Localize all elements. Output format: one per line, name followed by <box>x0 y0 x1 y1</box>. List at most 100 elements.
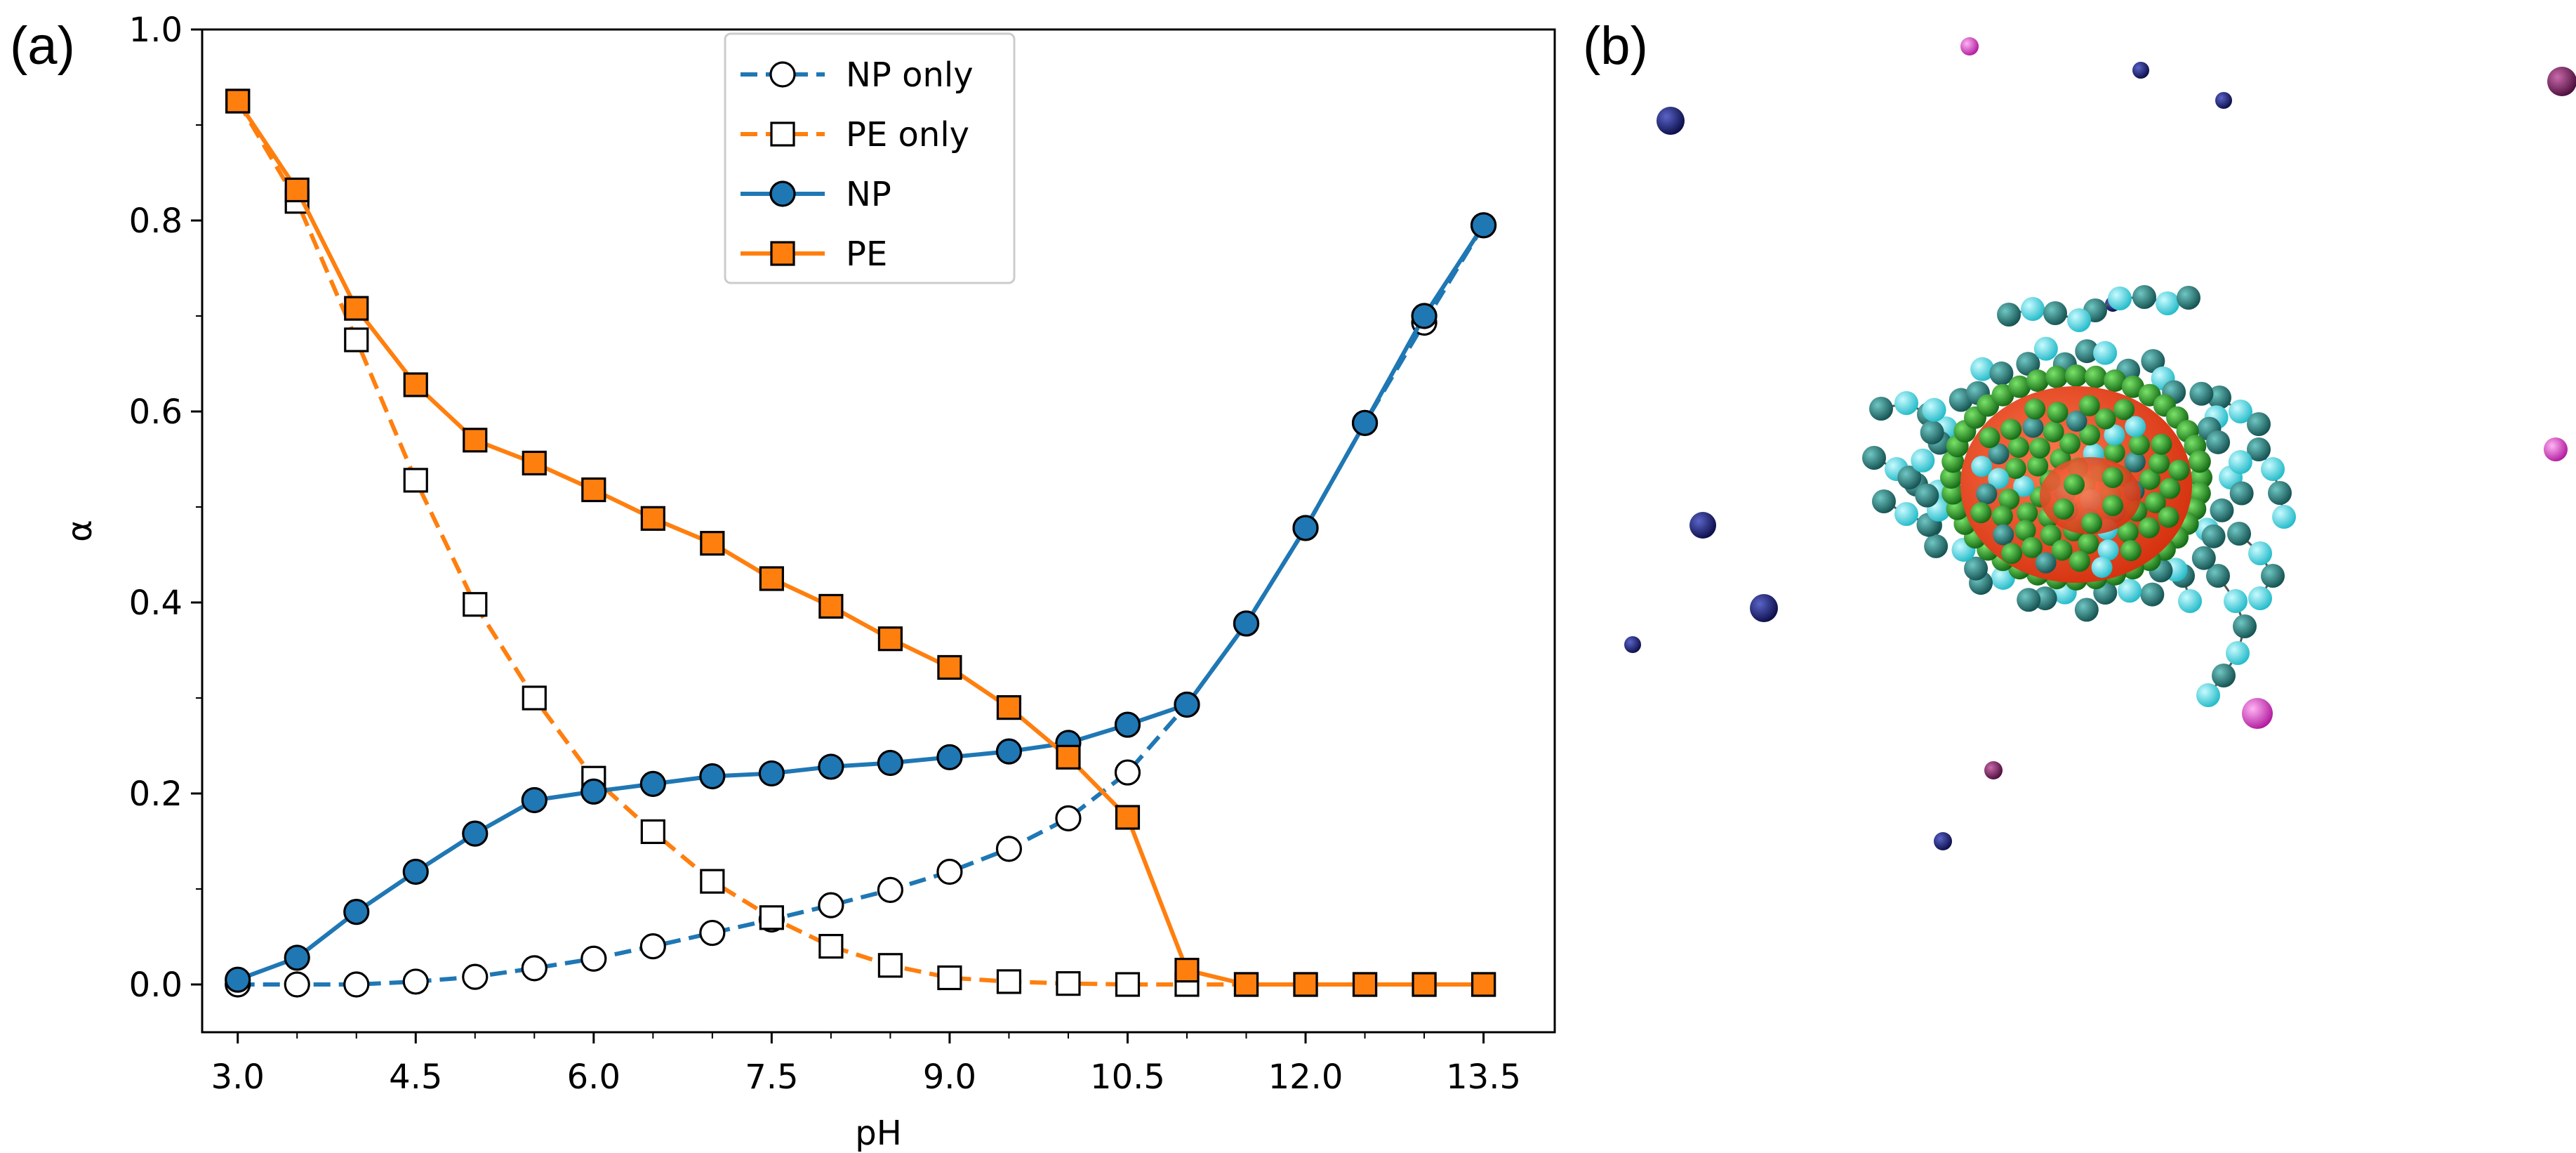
data-point-pe <box>403 372 428 397</box>
shell-bead <box>2228 450 2252 475</box>
data-point-pe-only <box>818 933 844 959</box>
data-point-np-only <box>877 876 904 903</box>
counterion <box>2242 698 2273 729</box>
series-line-np <box>237 224 1486 982</box>
chain-bead <box>2156 291 2179 315</box>
series-np <box>225 212 1497 993</box>
plot-frame <box>201 28 1556 1034</box>
chain-bead <box>2177 286 2200 310</box>
data-point-pe <box>640 506 665 531</box>
surface-bead <box>2024 398 2046 420</box>
shell-bead <box>2075 339 2099 364</box>
data-point-np-only <box>1114 759 1141 786</box>
data-point-np <box>995 738 1023 765</box>
shell-bead <box>1924 534 1948 558</box>
surface-bead <box>2021 536 2043 558</box>
surface-bead <box>2113 399 2135 421</box>
surface-bead <box>2043 421 2064 442</box>
panel-a-label: (a) <box>10 16 75 76</box>
legend-label-pe: PE <box>846 235 887 274</box>
counterion <box>1657 107 1685 135</box>
counterion <box>1934 832 1952 850</box>
legend-box <box>724 32 1016 284</box>
surface-bead <box>2138 517 2160 539</box>
data-point-np <box>284 944 310 971</box>
surface-bead <box>2144 492 2166 513</box>
series-layer <box>225 88 1497 998</box>
chain-bead <box>1862 446 1886 470</box>
chain-bead <box>2261 564 2285 588</box>
shell-bead <box>2017 588 2041 612</box>
chain-bead <box>2132 285 2156 309</box>
counterion <box>1960 37 1979 55</box>
shell-bead <box>1920 420 1944 444</box>
surface-bead <box>1991 506 2013 527</box>
alpha-vs-ph-chart: 3.0 4.5 6.0 7.5 9.0 10.5 12.0 13.5 0.0 0.2 0.4 0.6 0… <box>60 11 1556 1153</box>
surface-bead <box>2120 540 2142 562</box>
surface-bead <box>2158 506 2179 528</box>
surface-bead <box>2005 458 2026 480</box>
surface-bead <box>2102 467 2123 488</box>
data-point-pe-only <box>344 327 369 353</box>
chain-bead <box>1997 303 2021 327</box>
data-point-pe-only <box>403 468 428 493</box>
simulation-snapshot <box>1624 37 2576 850</box>
chain-bead <box>2268 481 2292 505</box>
data-point-np <box>1174 691 1200 718</box>
surface-bead <box>2014 520 2036 541</box>
x-tick-label: 7.5 <box>745 1058 798 1097</box>
chain-bead <box>2196 683 2220 707</box>
shell-bead <box>1897 466 1922 489</box>
data-point-pe-only <box>522 685 547 711</box>
counterion <box>2544 437 2568 461</box>
nanoparticle-polyelectrolyte-complex <box>1862 285 2296 707</box>
data-point-pe <box>522 450 547 476</box>
legend-label-np-only: NP only <box>846 55 974 95</box>
shell-bead <box>1922 397 1946 422</box>
data-point-pe <box>1115 805 1141 830</box>
grafted-bead <box>2188 450 2211 473</box>
shell-bead <box>1964 556 1989 581</box>
data-point-pe <box>818 593 844 619</box>
data-point-pe-only <box>759 905 784 930</box>
legend: NP only PE only NP PE <box>724 32 1016 284</box>
panel-b-label: (b) <box>1583 16 1648 76</box>
surface-bead <box>2078 532 2099 554</box>
y-tick-label: 0.6 <box>129 393 182 432</box>
grafted-bead <box>1991 383 2014 407</box>
surface-bead <box>2168 459 2190 481</box>
surface-bead <box>2151 433 2172 455</box>
surface-bead <box>2159 477 2181 499</box>
counterions <box>1624 37 2576 850</box>
shell-bead <box>2201 524 2226 548</box>
chain-bead <box>2021 297 2045 321</box>
surface-bead <box>2094 408 2116 430</box>
data-point-np <box>1292 515 1319 541</box>
x-tick-label: 10.5 <box>1090 1058 1165 1097</box>
data-point-np <box>936 744 963 770</box>
chain-bead <box>2227 522 2251 546</box>
chain-bead <box>2206 564 2230 588</box>
grafted-bead <box>2065 364 2087 387</box>
x-tick-label: 12.0 <box>1268 1058 1343 1097</box>
data-point-np-only <box>936 858 963 885</box>
chain-bead <box>2233 614 2257 638</box>
shell-bead <box>2033 336 2058 361</box>
surface-bead <box>2017 502 2038 524</box>
data-point-np <box>1114 711 1141 738</box>
chain-bead <box>2247 412 2271 436</box>
data-point-np <box>580 778 607 805</box>
y-tick-label: 1.0 <box>129 11 182 50</box>
surface-bead <box>1988 443 2010 465</box>
chain-bond <box>2238 532 2274 599</box>
data-point-pe <box>1470 972 1496 997</box>
shell-bead <box>2141 349 2165 374</box>
surface-bead <box>1979 427 2000 449</box>
y-tick-label: 0.0 <box>129 966 182 1005</box>
chain-bead <box>2212 664 2236 687</box>
data-point-pe <box>1352 972 1378 997</box>
chain-bead <box>2248 586 2272 610</box>
chain-bead <box>2207 386 2231 409</box>
legend-marker-pe-only <box>770 121 795 147</box>
